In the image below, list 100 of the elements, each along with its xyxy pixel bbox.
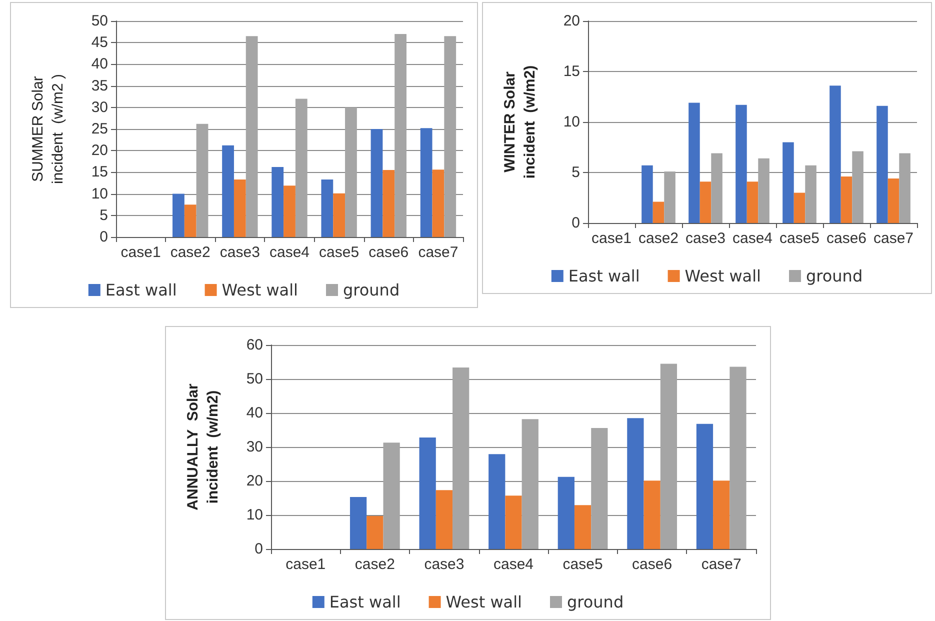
bar [876,106,888,223]
bar [899,153,910,223]
bar [350,496,367,549]
x-tick-label: case7 [418,244,458,261]
bar [730,366,746,549]
bar [196,124,208,237]
y-tick-label: 20 [563,12,580,30]
x-tick-label: case5 [562,556,603,573]
x-tick-label: case6 [826,230,867,247]
y-tick-label: 35 [91,77,108,94]
y-tick-label: 15 [91,164,108,181]
bar [782,142,794,223]
legend-label: West wall [684,266,761,286]
legend-label: East wall [568,266,640,286]
bar [432,170,444,237]
bar [558,476,574,549]
x-tick-label: case4 [269,244,310,261]
x-tick-label: case7 [701,556,742,573]
y-tick-label: 30 [246,438,263,456]
bar [345,107,357,237]
bar [444,36,456,237]
x-tick-label: case4 [732,230,773,247]
x-tick-label: case3 [424,556,464,573]
y-tick-label: 5 [572,164,580,181]
bar [452,367,470,549]
y-tick-label: 50 [246,370,263,388]
y-tick-label: 10 [91,185,108,202]
y-tick-label: 60 [246,336,263,354]
y-axis-title: ANNUALLY Solar incident (w/m2) [184,383,222,510]
bar [888,178,900,223]
x-tick-label: case1 [120,244,161,261]
legend-label: East wall [329,592,401,612]
bar [222,145,234,237]
x-tick-label: case2 [354,556,395,573]
x-tick-label: case5 [779,230,820,247]
bar [419,437,436,549]
bar [652,202,664,223]
y-tick-label: 0 [572,214,580,232]
legend-label: ground [806,266,863,286]
bar [711,153,722,223]
bar [660,364,678,549]
y-tick-label: 15 [563,63,580,80]
x-tick-label: case2 [170,244,210,261]
bar [488,454,506,549]
bar [696,424,714,549]
x-tick-label: case1 [591,230,632,247]
y-tick-label: 20 [91,142,108,160]
bar [172,194,184,237]
bar [700,182,712,223]
bar [272,167,284,237]
bar [246,36,258,237]
y-axis-title: WINTER Solar incident (w/m2) [502,65,538,179]
bar [522,419,538,549]
bar [505,496,522,549]
bar [794,192,806,223]
bar [370,129,383,237]
y-tick-label: 5 [100,206,108,224]
bar [321,180,334,237]
y-tick-label: 20 [246,472,263,490]
x-tick-label: case3 [220,244,260,261]
x-tick-label: case4 [493,556,534,573]
y-tick-label: 30 [91,98,108,116]
legend-label: ground [566,592,624,612]
bar [852,151,864,223]
bar [688,102,700,223]
y-axis-title: SUMMER Solar incident (w/m2 ) [30,74,66,184]
bar [736,104,747,223]
bar [382,170,395,237]
y-tick-label: 40 [91,56,108,73]
y-tick-label: 0 [254,540,263,558]
bar [574,505,592,549]
bar [664,171,676,223]
bar [627,418,644,549]
bar [333,193,346,237]
bar [366,516,384,549]
bar [591,428,608,549]
bar [840,176,852,223]
bar [184,204,196,237]
bar [758,158,770,223]
bar [805,165,816,223]
x-tick-label: case6 [368,244,409,261]
y-tick-label: 25 [91,120,108,138]
legend-label: East wall [105,280,177,300]
y-tick-label: 40 [246,404,263,422]
bar [295,98,308,237]
x-tick-label: case5 [319,244,360,261]
x-tick-label: case3 [685,230,726,247]
y-tick-label: 50 [91,12,108,30]
bar [642,165,653,223]
y-tick-label: 10 [246,506,263,524]
x-tick-label: case6 [632,556,672,573]
x-tick-label: case7 [873,230,914,247]
bar [436,490,453,549]
bar [713,480,730,549]
y-tick-label: 45 [91,34,108,52]
x-tick-label: case1 [286,556,326,573]
y-tick-label: 10 [563,114,580,130]
x-tick-label: case2 [638,230,679,247]
legend-label: West wall [222,280,298,300]
bar [383,442,400,549]
